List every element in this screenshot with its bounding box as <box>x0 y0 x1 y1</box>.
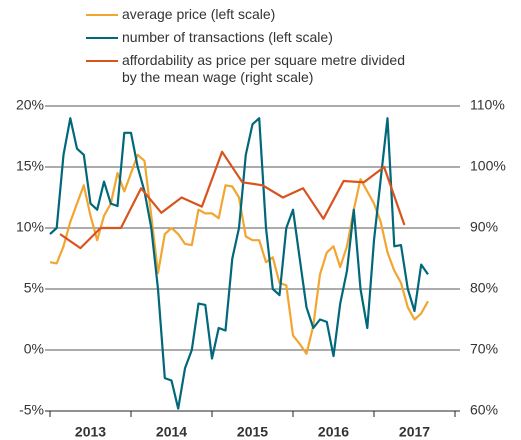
legend: average price (left scale) number of tran… <box>86 6 416 92</box>
legend-swatch <box>86 60 118 62</box>
y-tick-label: 0% <box>24 341 44 357</box>
legend-label: average price (left scale) <box>122 6 276 22</box>
x-tick-label: 2014 <box>156 424 187 440</box>
y-tick-label: -5% <box>19 402 44 418</box>
legend-label: number of transactions (left scale) <box>122 29 333 45</box>
y2-tick-label: 90% <box>470 219 498 235</box>
y2-tick-label: 80% <box>470 280 498 296</box>
y2-tick-label: 60% <box>470 402 498 418</box>
y-tick-label: 20% <box>16 97 44 113</box>
x-tick-label: 2013 <box>75 424 106 440</box>
y2-tick-label: 100% <box>470 158 506 174</box>
y-tick-label: 10% <box>16 219 44 235</box>
legend-label: affordability as price per square metre … <box>122 52 406 85</box>
y2-tick-label: 70% <box>470 341 498 357</box>
y-tick-label: 5% <box>24 280 44 296</box>
series-line <box>59 150 406 250</box>
legend-swatch <box>86 37 118 39</box>
legend-swatch <box>86 14 118 16</box>
y-tick-label: 15% <box>16 158 44 174</box>
y2-tick-label: 110% <box>470 97 505 113</box>
x-tick-label: 2016 <box>318 424 349 440</box>
series-line <box>49 153 429 355</box>
series-line <box>49 117 429 410</box>
legend-item: affordability as price per square metre … <box>86 52 416 86</box>
x-tick-label: 2017 <box>399 424 430 440</box>
legend-item: number of transactions (left scale) <box>86 29 416 46</box>
legend-item: average price (left scale) <box>86 6 416 23</box>
x-tick-label: 2015 <box>237 424 268 440</box>
